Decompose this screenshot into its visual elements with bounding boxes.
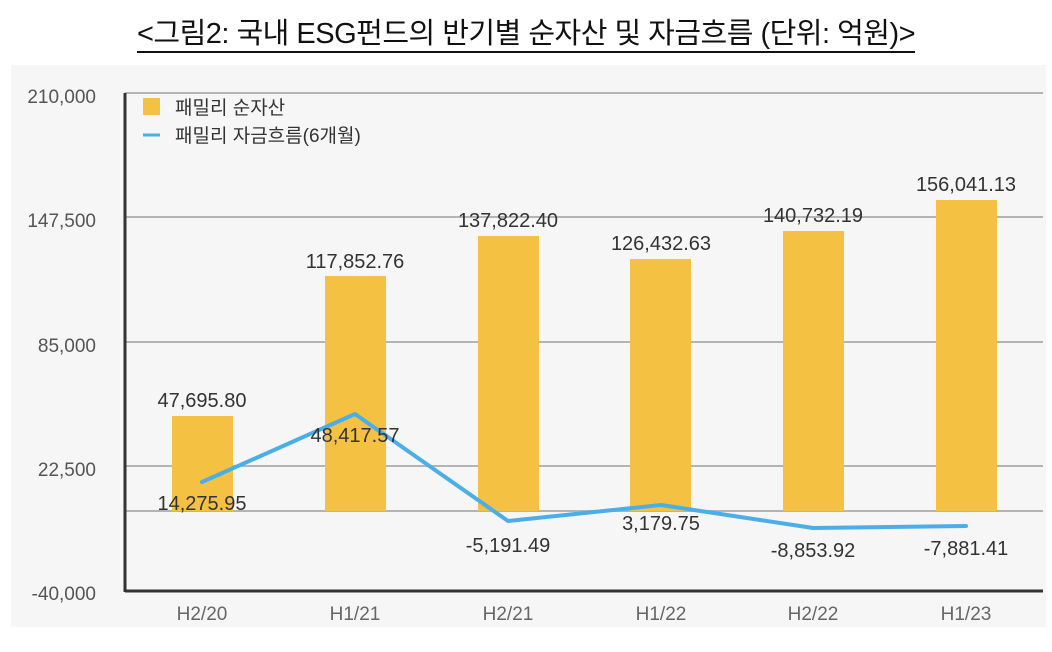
x-tick: H2/21	[483, 604, 534, 625]
y-axis-labels: 210,000 147,500 85,000 22,500 -40,000	[27, 87, 96, 605]
line-value-label: -7,881.41	[924, 538, 1009, 560]
y-tick: 22,500	[38, 460, 96, 481]
y-tick: 210,000	[27, 87, 96, 108]
bar-h1-21	[325, 276, 386, 511]
chart-title: <그림2: 국내 ESG펀드의 반기별 순자산 및 자금흐름 (단위: 억원)>	[0, 10, 1052, 53]
bar-value-label: 137,822.40	[458, 210, 558, 232]
bar-h2-22	[783, 231, 844, 511]
bar-value-label: 126,432.63	[611, 233, 711, 255]
bar-h2-21	[478, 236, 539, 511]
y-tick: -40,000	[32, 584, 96, 605]
x-tick: H1/23	[941, 604, 992, 625]
bar-h1-22	[630, 259, 691, 511]
y-tick: 147,500	[27, 211, 96, 232]
x-axis-labels: H2/20 H1/21 H2/21 H1/22 H2/22 H1/23	[177, 604, 992, 625]
x-tick: H2/22	[788, 604, 839, 625]
bar-value-label: 156,041.13	[916, 174, 1016, 196]
line-value-label: 48,417.57	[311, 425, 400, 447]
line-value-label: 3,179.75	[622, 513, 700, 535]
bar-value-label: 117,852.76	[306, 251, 405, 273]
legend-line-label: 패밀리 자금흐름(6개월)	[175, 125, 361, 147]
line-value-label: -8,853.92	[771, 540, 856, 562]
line-series	[200, 412, 968, 530]
bar-data-labels: 47,695.80 117,852.76 137,822.40 126,432.…	[158, 174, 1017, 412]
x-tick: H2/20	[177, 604, 228, 625]
y-tick: 85,000	[38, 336, 96, 357]
line-value-label: -5,191.49	[466, 535, 551, 557]
line-data-labels: 14,275.95 48,417.57 -5,191.49 3,179.75 -…	[158, 425, 1009, 562]
bar-value-label: 47,695.80	[158, 390, 247, 412]
gridlines	[125, 92, 1043, 512]
legend: 패밀리 순자산 패밀리 자금흐름(6개월)	[143, 97, 361, 147]
line-value-label: 14,275.95	[158, 493, 247, 515]
bar-value-label: 140,732.19	[763, 205, 863, 227]
x-tick: H1/21	[330, 604, 381, 625]
bar-h2-20	[172, 416, 233, 511]
x-tick: H1/22	[636, 604, 687, 625]
legend-bar-swatch-icon	[143, 98, 160, 115]
bar-h1-23	[936, 200, 997, 511]
legend-bar-label: 패밀리 순자산	[175, 97, 285, 119]
bar-series	[172, 200, 997, 511]
